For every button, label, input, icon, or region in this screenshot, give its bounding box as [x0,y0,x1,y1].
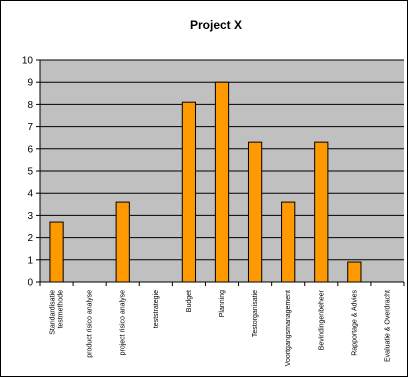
bar [347,261,362,283]
x-category-label: Evaluatie & Overdracht [384,290,391,362]
y-tick-label: 0 [27,278,33,289]
x-category-label: project risico analyse [120,290,127,355]
bar [247,141,263,283]
y-tick-label: 4 [27,189,33,200]
x-category-label: Rapportage & Advies [351,290,358,356]
x-category-label: Bevindingenbeheer [318,289,325,350]
y-tick-label: 5 [27,167,33,178]
plot-area: 0 1 2 3 4 5 6 7 8 9 10 Standardisatie testmethode pro… [22,56,405,366]
y-tick-label: 3 [27,211,33,222]
bar [49,221,64,283]
x-category-label: Standardisatie [50,290,57,335]
x-category-label: Voortgangsmanagement [285,290,292,366]
bar [314,141,329,283]
x-category-label: Budget [186,290,193,312]
x-category-label: Testorganisatie [252,290,259,337]
bar [214,81,230,283]
y-tick-label: 8 [27,100,33,111]
y-tick-label: 10 [22,56,34,67]
y-tick-label: 2 [27,233,33,244]
chart-title: Project X [190,18,242,32]
y-tick-label: 1 [27,255,33,266]
x-category-label: Planning [219,290,226,317]
x-category-label: teststrategie [153,290,160,328]
bar [281,201,296,283]
y-tick-label: 9 [27,78,33,89]
x-category-label: testmethode [58,290,65,329]
y-tick-label: 7 [27,122,33,133]
y-tick-label: 6 [27,144,33,155]
bar [181,101,197,283]
x-category-label: product risico analyse [87,290,94,358]
bar [115,201,130,283]
